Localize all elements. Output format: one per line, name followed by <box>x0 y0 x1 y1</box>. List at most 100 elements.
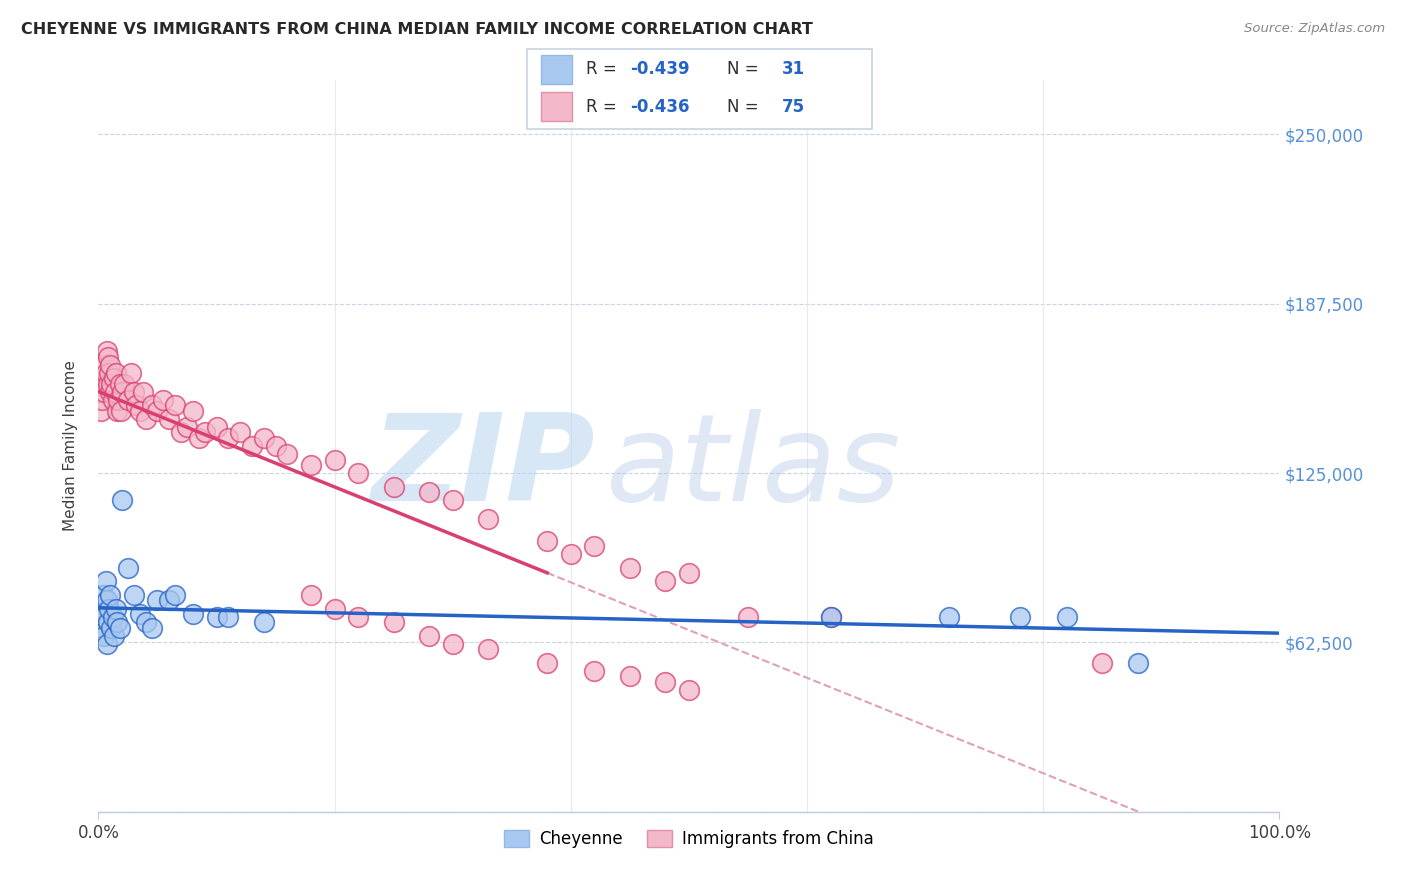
Text: -0.439: -0.439 <box>630 60 690 78</box>
Point <box>97 350 120 364</box>
Point <box>121 366 143 380</box>
Point <box>93 609 115 624</box>
Point <box>98 366 121 380</box>
Point <box>117 561 139 575</box>
Point <box>117 392 139 407</box>
Point <box>98 358 121 372</box>
Point <box>135 412 157 426</box>
Point <box>654 574 676 589</box>
Point <box>1056 609 1078 624</box>
Point <box>477 512 499 526</box>
Point <box>536 533 558 548</box>
Point <box>96 344 118 359</box>
Point <box>111 384 134 399</box>
Y-axis label: Median Family Income: Median Family Income <box>63 360 77 532</box>
Point <box>90 404 112 418</box>
Point <box>619 669 641 683</box>
Point <box>94 574 117 589</box>
Point <box>253 431 276 445</box>
Text: ZIP: ZIP <box>371 409 595 526</box>
Point <box>90 601 112 615</box>
Point <box>105 615 128 629</box>
Point <box>91 620 114 634</box>
Point <box>536 656 558 670</box>
Text: atlas: atlas <box>606 409 901 526</box>
Point <box>93 358 115 372</box>
Point <box>94 366 117 380</box>
Point <box>110 404 132 418</box>
Text: -0.436: -0.436 <box>630 98 690 116</box>
Point <box>1091 656 1114 670</box>
Point <box>104 384 127 399</box>
Bar <box>541 54 572 84</box>
Text: Source: ZipAtlas.com: Source: ZipAtlas.com <box>1244 22 1385 36</box>
Point <box>101 609 124 624</box>
Point <box>105 366 128 380</box>
Point <box>619 561 641 575</box>
Point <box>103 371 125 385</box>
Point <box>152 392 174 407</box>
Point <box>122 384 145 399</box>
Text: 75: 75 <box>782 98 806 116</box>
Point <box>347 609 370 624</box>
Point <box>108 620 131 634</box>
Point <box>737 609 759 624</box>
Point <box>112 376 135 391</box>
Point <box>299 588 322 602</box>
Point <box>654 674 676 689</box>
Point <box>938 609 960 624</box>
Point <box>678 566 700 581</box>
Point <box>418 485 440 500</box>
Point <box>103 629 125 643</box>
Point <box>323 601 346 615</box>
Point <box>105 404 128 418</box>
Point <box>93 384 115 399</box>
Point <box>128 404 150 418</box>
Point <box>91 588 114 602</box>
Point <box>96 593 118 607</box>
Point <box>240 439 263 453</box>
Text: R =: R = <box>586 98 621 116</box>
Point <box>132 384 155 399</box>
Point <box>141 398 163 412</box>
Point <box>98 588 121 602</box>
Text: R =: R = <box>586 60 621 78</box>
Point <box>97 615 120 629</box>
Point <box>165 398 187 412</box>
Point <box>382 480 405 494</box>
Point <box>176 420 198 434</box>
Point <box>820 609 842 624</box>
Point <box>477 642 499 657</box>
Point <box>111 493 134 508</box>
Text: CHEYENNE VS IMMIGRANTS FROM CHINA MEDIAN FAMILY INCOME CORRELATION CHART: CHEYENNE VS IMMIGRANTS FROM CHINA MEDIAN… <box>21 22 813 37</box>
Point <box>583 664 606 678</box>
Point <box>108 376 131 391</box>
Point <box>141 620 163 634</box>
Point <box>93 629 115 643</box>
Point <box>264 439 287 453</box>
Point <box>583 539 606 553</box>
Point <box>347 466 370 480</box>
Point <box>678 682 700 697</box>
Point <box>181 607 204 621</box>
Point <box>98 384 121 399</box>
Point <box>107 392 129 407</box>
Point <box>418 629 440 643</box>
Text: N =: N = <box>727 98 763 116</box>
Point <box>229 425 252 440</box>
Point <box>194 425 217 440</box>
Point <box>135 615 157 629</box>
Text: N =: N = <box>727 60 763 78</box>
Point <box>181 404 204 418</box>
Point <box>96 637 118 651</box>
Point <box>91 376 114 391</box>
Point <box>187 431 209 445</box>
Point <box>98 601 121 615</box>
Text: 31: 31 <box>782 60 806 78</box>
Point <box>165 588 187 602</box>
Point <box>217 609 239 624</box>
Point <box>382 615 405 629</box>
Point <box>97 376 120 391</box>
Point <box>205 420 228 434</box>
Point <box>276 447 298 461</box>
